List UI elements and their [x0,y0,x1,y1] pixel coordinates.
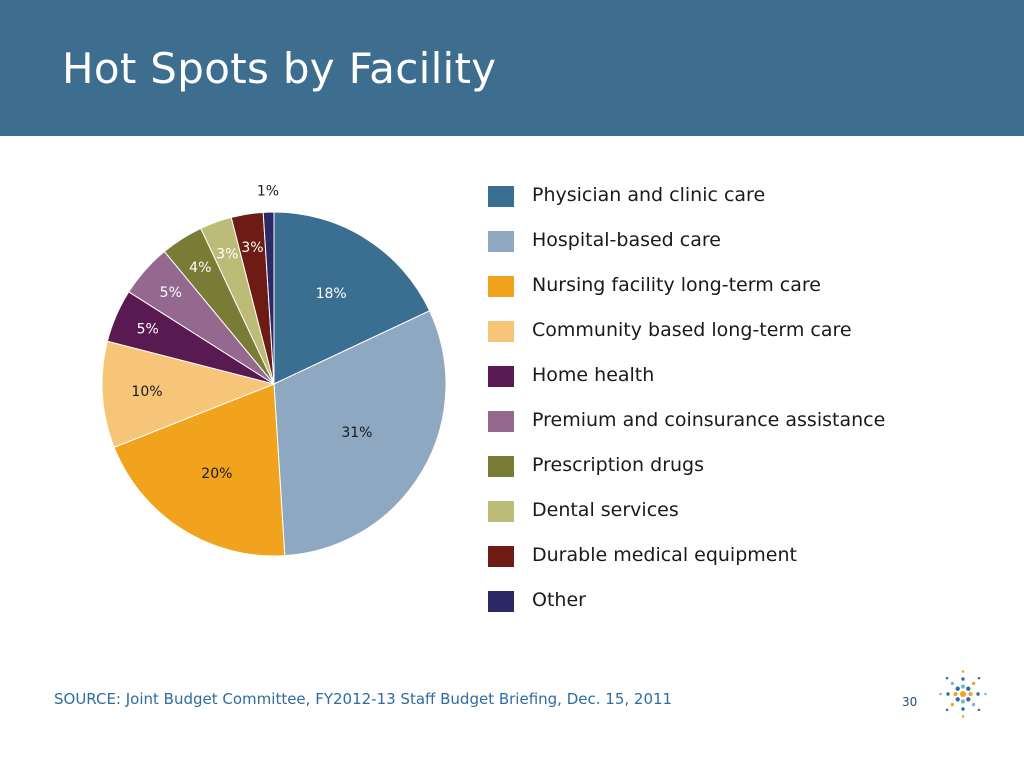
legend-swatch [488,321,514,342]
legend-label: Durable medical equipment [532,544,797,566]
legend-swatch [488,591,514,612]
legend-label: Dental services [532,499,679,521]
page-number: 30 [902,695,918,709]
legend-label: Hospital-based care [532,229,721,251]
slice-data-label: 4% [189,260,211,276]
chart-legend: Physician and clinic care Hospital-based … [488,178,885,628]
slice-data-label: 1% [257,183,279,199]
slice-data-label: 5% [160,285,182,301]
legend-label: Community based long-term care [532,319,852,341]
legend-swatch [488,456,514,477]
pie-slice-community-based-long-term-care [101,340,276,448]
legend-label: Home health [532,364,655,386]
pie-slice-hospital-based-care [273,310,447,557]
slice-data-label: 5% [137,321,159,337]
legend-item: Hospital-based care [488,223,885,268]
pie-slices [101,211,447,557]
pie-slice-other [262,211,275,385]
slice-data-label: 3% [241,240,263,256]
slice-data-label: 31% [341,425,372,441]
legend-item: Other [488,583,885,628]
legend-label: Nursing facility long-term care [532,274,821,296]
pie-slice-physician-and-clinic-care [273,211,431,385]
legend-item: Community based long-term care [488,313,885,358]
legend-swatch [488,411,514,432]
legend-label: Physician and clinic care [532,184,766,206]
slice-data-label: 20% [201,466,232,482]
legend-swatch [488,501,514,522]
legend-swatch [488,546,514,567]
slice-data-label: 10% [131,384,162,400]
legend-item: Prescription drugs [488,448,885,493]
legend-item: Premium and coinsurance assistance [488,403,885,448]
legend-swatch [488,276,514,297]
legend-swatch [488,231,514,252]
title-bar: Hot Spots by Facility [0,0,1024,136]
slide-title: Hot Spots by Facility [62,44,497,93]
pie-slice-nursing-facility-long-term-care [113,383,286,557]
slice-data-label: 3% [216,247,238,263]
slice-data-label: 18% [316,286,347,302]
legend-swatch [488,366,514,387]
organization-logo [939,670,987,718]
legend-item: Nursing facility long-term care [488,268,885,313]
legend-label: Prescription drugs [532,454,705,476]
source-citation: SOURCE: Joint Budget Committee, FY2012-1… [54,690,673,708]
legend-item: Dental services [488,493,885,538]
legend-swatch [488,186,514,207]
legend-label: Other [532,589,586,611]
legend-item: Home health [488,358,885,403]
legend-item: Durable medical equipment [488,538,885,583]
legend-item: Physician and clinic care [488,178,885,223]
legend-label: Premium and coinsurance assistance [532,409,886,431]
pie-labels: 18% 31% 20% 10% 5% 5% 4% 3% 3% 1% [131,183,372,482]
